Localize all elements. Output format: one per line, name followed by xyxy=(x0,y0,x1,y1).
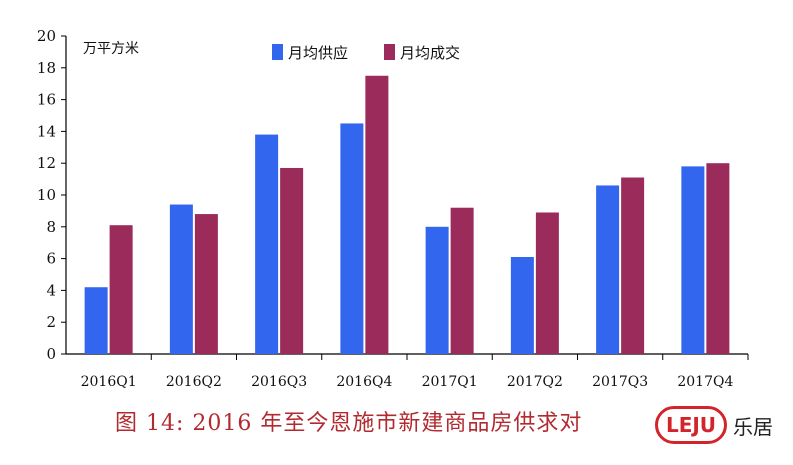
x-tick-label: 2016Q4 xyxy=(336,374,392,390)
bar-supply xyxy=(510,257,534,354)
y-tick-label: 14 xyxy=(37,122,56,140)
y-tick-label: 18 xyxy=(37,59,56,77)
legend-swatch xyxy=(384,44,395,60)
logo-cn-text: 乐居 xyxy=(733,414,773,439)
bar-deal xyxy=(109,225,133,354)
bar-deal xyxy=(706,163,730,354)
x-tick-label: 2016Q2 xyxy=(166,374,222,390)
bar-supply xyxy=(425,226,449,354)
bar-deal xyxy=(621,177,645,354)
logo-text: LEJU xyxy=(665,413,717,437)
bar-deal xyxy=(194,214,218,354)
bar-supply xyxy=(681,166,705,354)
x-tick-label: 2016Q3 xyxy=(251,374,307,390)
bar-chart: 0 2 4 6 8 10 12 14 16 18 20 2016Q1 2016Q2 2016Q3 2016Q… xyxy=(37,27,749,390)
legend-swatch xyxy=(272,44,283,60)
bar-deal xyxy=(280,167,304,354)
y-tick-label: 20 xyxy=(37,27,56,45)
bar-supply xyxy=(255,134,279,354)
x-tick-label: 2017Q3 xyxy=(592,374,648,390)
y-unit-label: 万平方米 xyxy=(83,41,139,57)
y-tick-label: 0 xyxy=(46,345,56,363)
bar-supply xyxy=(596,185,620,354)
bar-supply xyxy=(169,204,193,354)
legend-label: 月均成交 xyxy=(400,44,460,62)
x-tick-label: 2017Q2 xyxy=(507,374,563,390)
leju-logo[interactable]: LEJU 乐居 xyxy=(655,404,773,446)
bars xyxy=(84,75,730,354)
bar-supply xyxy=(84,287,108,354)
bar-supply xyxy=(340,123,364,354)
y-tick-label: 10 xyxy=(37,186,56,204)
y-tick-label: 4 xyxy=(46,281,56,299)
axis-labels: 0 2 4 6 8 10 12 14 16 18 20 2016Q1 2016Q2 2016Q3 2016Q… xyxy=(37,27,734,390)
logo-badge: LEJU xyxy=(655,406,727,444)
y-tick-label: 2 xyxy=(46,313,56,331)
y-tick-label: 6 xyxy=(46,250,56,268)
figure-caption: 图 14: 2016 年至今恩施市新建商品房供求对 xyxy=(115,411,583,436)
x-tick-label: 2016Q1 xyxy=(81,374,137,390)
y-tick-label: 8 xyxy=(46,218,56,236)
x-tick-label: 2017Q1 xyxy=(422,374,478,390)
axes xyxy=(61,35,749,360)
x-tick-label: 2017Q4 xyxy=(677,374,733,390)
bar-deal xyxy=(365,75,389,354)
bar-deal xyxy=(535,212,559,354)
legend: 月均供应 月均成交 xyxy=(272,44,460,62)
y-tick-label: 12 xyxy=(37,154,56,172)
bar-deal xyxy=(450,207,474,354)
legend-label: 月均供应 xyxy=(288,44,348,62)
y-tick-label: 16 xyxy=(37,91,56,109)
